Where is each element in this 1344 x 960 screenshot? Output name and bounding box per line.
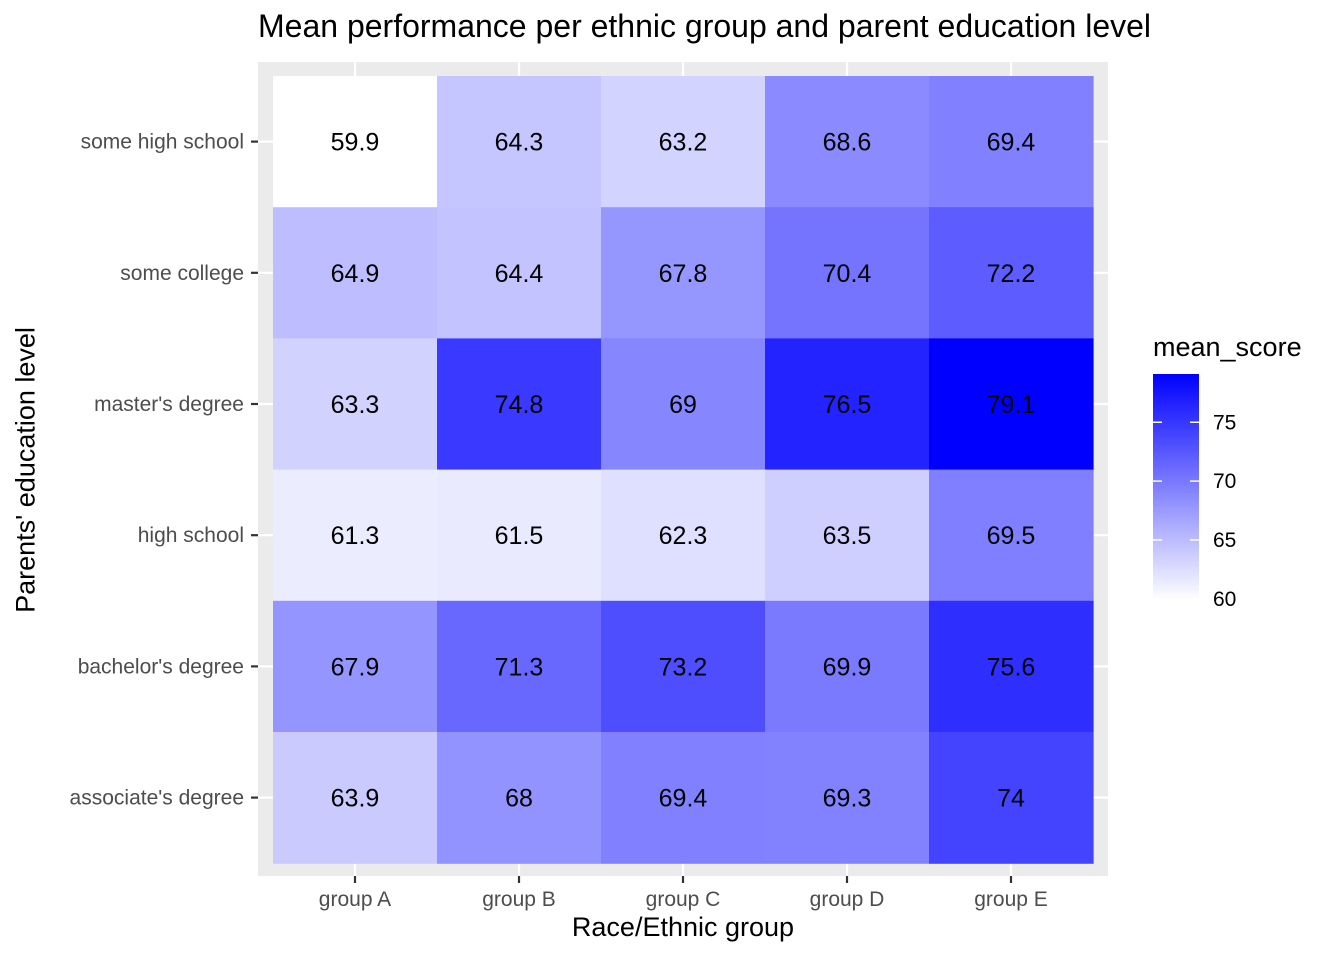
y-tick-label: associate's degree [70, 787, 244, 810]
cell-value-label: 61.5 [495, 522, 544, 550]
cell-value-label: 73.2 [659, 653, 708, 681]
cell-value-label: 69.4 [659, 785, 708, 813]
cell-value-label: 63.9 [331, 785, 380, 813]
cell-value-label: 61.3 [331, 522, 380, 550]
heatmap-cell [929, 600, 1094, 733]
cell-value-label: 79.1 [987, 391, 1036, 419]
heatmap-cell [765, 732, 930, 864]
cell-value-label: 64.9 [331, 260, 380, 288]
cell-value-label: 59.9 [331, 129, 380, 157]
heatmap-cell [601, 469, 766, 602]
heatmap-cell [273, 732, 438, 864]
axes: group A group B group C group D group E some … [70, 131, 1048, 911]
cell-value-label: 75.6 [987, 653, 1036, 681]
cell-labels: 59.9 64.3 63.2 68.6 69.4 64.9 64.4 67.8 70.4 72.2… [331, 129, 1036, 813]
heatmap-cell [929, 469, 1094, 602]
y-tick-label: high school [138, 524, 244, 547]
cell-value-label: 69.3 [823, 785, 872, 813]
heatmap-cell [437, 338, 602, 471]
cell-value-label: 69.5 [987, 522, 1036, 550]
cell-value-label: 69.9 [823, 653, 872, 681]
cell-value-label: 71.3 [495, 653, 544, 681]
heatmap-cell [765, 76, 930, 208]
legend-tick-label: 65 [1213, 529, 1236, 552]
legend-title: mean_score [1153, 332, 1302, 362]
heatmap-cell [273, 469, 438, 602]
cell-value-label: 74 [997, 785, 1025, 813]
heatmap-cell [601, 600, 766, 733]
heatmap-cell [437, 469, 602, 602]
heatmap-cell [437, 732, 602, 864]
cell-value-label: 69.4 [987, 129, 1036, 157]
heatmap-cell [601, 76, 766, 208]
cell-value-label: 72.2 [987, 260, 1036, 288]
x-tick-label: group B [482, 888, 556, 911]
heatmap-cell [929, 76, 1094, 208]
heatmap-cell [437, 76, 602, 208]
y-tick-label: bachelor's degree [78, 655, 244, 678]
heatmap-cell [273, 600, 438, 733]
heatmap-cell [929, 207, 1094, 339]
heatmap-cell [929, 732, 1094, 864]
x-tick-label: group D [810, 888, 885, 911]
heatmap-cell [273, 338, 438, 471]
legend-tick-label: 60 [1213, 588, 1236, 611]
heatmap-cell [601, 732, 766, 864]
heatmap-cell [273, 207, 438, 339]
cell-value-label: 68 [505, 785, 533, 813]
heatmap-cell [929, 338, 1094, 471]
legend-colorbar [1153, 374, 1199, 600]
cell-value-label: 74.8 [495, 391, 544, 419]
heatmap-cells [273, 76, 1094, 864]
cell-value-label: 64.4 [495, 260, 544, 288]
legend: 60 65 70 75 [1153, 374, 1236, 611]
cell-value-label: 63.5 [823, 522, 872, 550]
x-axis-title: Race/Ethnic group [571, 912, 795, 942]
legend-tick-label: 70 [1213, 470, 1236, 493]
cell-value-label: 63.2 [659, 129, 708, 157]
legend-tick-label: 75 [1213, 411, 1236, 434]
heatmap-cell [601, 338, 766, 471]
x-tick-label: group A [319, 888, 391, 911]
heatmap-cell [765, 600, 930, 733]
cell-value-label: 76.5 [823, 391, 872, 419]
cell-value-label: 70.4 [823, 260, 872, 288]
cell-value-label: 67.9 [331, 653, 380, 681]
y-tick-label: some college [120, 262, 244, 285]
cell-value-label: 62.3 [659, 522, 708, 550]
heatmap-cell [765, 338, 930, 471]
chart-title: Mean performance per ethnic group and pa… [258, 8, 1152, 44]
cell-value-label: 64.3 [495, 129, 544, 157]
heatmap-cell [437, 600, 602, 733]
cell-value-label: 67.8 [659, 260, 708, 288]
y-tick-label: some high school [81, 131, 244, 154]
cell-value-label: 68.6 [823, 129, 872, 157]
heatmap-cell [601, 207, 766, 339]
y-tick-label: master's degree [94, 393, 244, 416]
heatmap-cell [437, 207, 602, 339]
cell-value-label: 69 [669, 391, 697, 419]
cell-value-label: 63.3 [331, 391, 380, 419]
heatmap-cell [765, 207, 930, 339]
heatmap-cell [765, 469, 930, 602]
x-tick-label: group C [646, 888, 721, 911]
x-tick-label: group E [974, 888, 1048, 911]
heatmap-cell [273, 76, 438, 208]
